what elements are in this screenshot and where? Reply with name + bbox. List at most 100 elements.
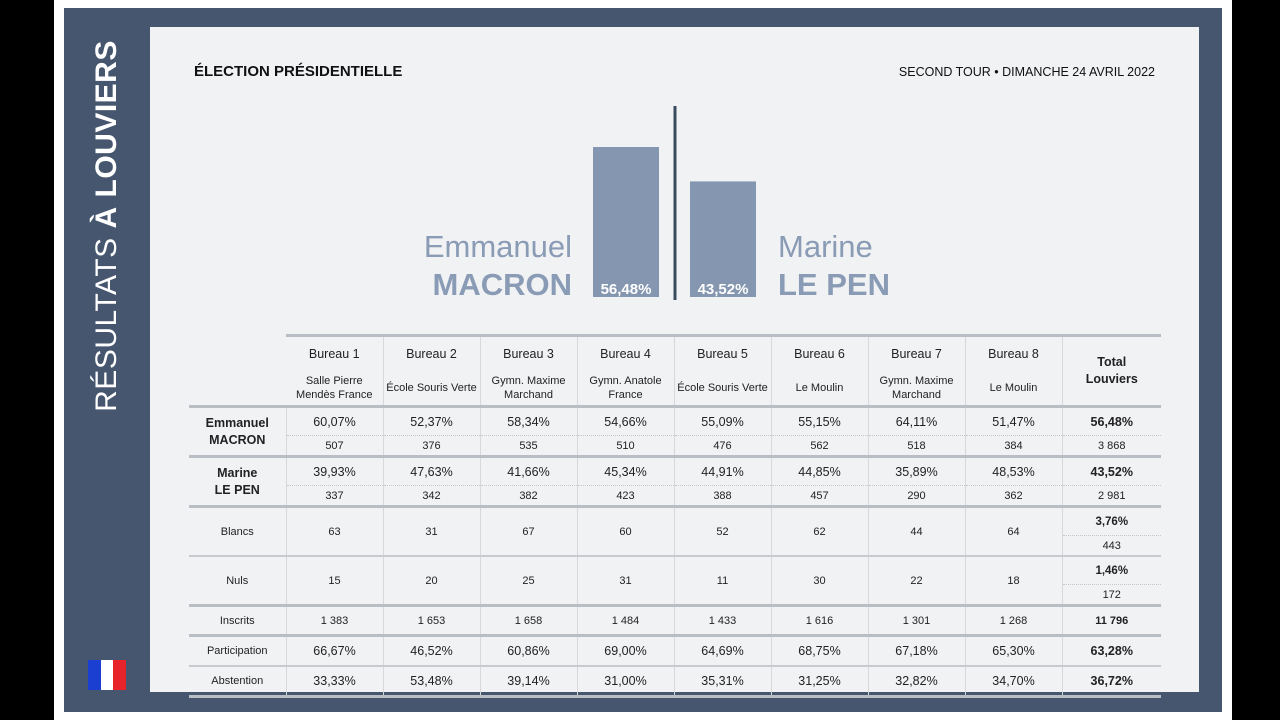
bureau-location: Gymn. Anatole France	[576, 371, 674, 407]
nuls-total-pct: 1,46%	[1061, 555, 1161, 585]
abstention-cell: 35,31%	[673, 665, 771, 698]
abstention-cell: 33,33%	[285, 665, 383, 698]
nuls-cell: 18	[964, 555, 1062, 606]
results-table: Bureau 1 Bureau 2 Bureau 3 Bureau 4 Bureau 5…	[189, 334, 1161, 698]
candidate-right-last: LE PEN	[778, 267, 890, 302]
candidate-right-first: Marine	[778, 229, 873, 264]
macron-count-cell: 518	[867, 435, 965, 457]
flag-stripe-blue	[88, 660, 101, 690]
lepen-count-cell: 290	[867, 485, 965, 507]
inscrits-total: 11 796	[1061, 604, 1161, 636]
macron-count-cell: 562	[770, 435, 868, 457]
macron-pct-cell: 52,37%	[382, 405, 480, 436]
row-label-last: MACRON	[209, 432, 266, 447]
row-label-first: Marine	[217, 465, 258, 480]
macron-total-pct: 56,48%	[1061, 405, 1161, 436]
table-header-row: Bureau 1 Bureau 2 Bureau 3 Bureau 4 Bureau 5…	[189, 334, 1161, 407]
lepen-total-count: 2 981	[1061, 485, 1161, 507]
bureau-location: Gymn. Maxime Marchand	[867, 371, 965, 407]
bureau-name: Bureau 6	[770, 334, 868, 371]
row-nuls-count: 172	[189, 584, 1161, 606]
bureau-name: Bureau 1	[286, 334, 383, 371]
inscrits-cell: 1 653	[382, 604, 480, 636]
nuls-total-count: 172	[1061, 584, 1161, 606]
abstention-cell: 32,82%	[867, 665, 965, 698]
row-blancs-count: 443	[189, 535, 1161, 556]
flag-stripe-red	[113, 660, 127, 690]
side-title: RÉSULTATS À LOUVIERS	[90, 40, 124, 412]
row-label-blancs: Blancs	[189, 505, 286, 556]
blancs-cell: 63	[285, 505, 383, 556]
nuls-cell: 31	[576, 555, 674, 606]
candidate-left-first: Emmanuel	[423, 229, 572, 264]
lepen-count-cell: 388	[673, 485, 771, 507]
total-header: Total Louviers	[1061, 334, 1161, 407]
lepen-pct-cell: 47,63%	[382, 455, 480, 486]
row-lepen-count: 337 342 382 423 388 457 290 362 2 981	[189, 485, 1161, 507]
lepen-count-cell: 457	[770, 485, 868, 507]
macron-pct-cell: 51,47%	[964, 405, 1062, 436]
participation-cell: 66,67%	[285, 634, 383, 666]
macron-pct-cell: 60,07%	[285, 405, 383, 436]
lepen-count-cell: 362	[964, 485, 1062, 507]
bureau-location: Gymn. Maxime Marchand	[479, 371, 577, 407]
macron-pct-cell: 55,09%	[673, 405, 771, 436]
bureau-name: Bureau 5	[673, 334, 771, 371]
blancs-cell: 52	[673, 505, 771, 556]
election-title: ÉLECTION PRÉSIDENTIELLE	[194, 63, 403, 80]
results-bar-chart: 56,48% 43,52%	[593, 106, 756, 300]
row-label-participation: Participation	[189, 634, 286, 666]
lepen-count-cell: 382	[479, 485, 577, 507]
row-label-inscrits: Inscrits	[189, 604, 286, 636]
abstention-cell: 31,25%	[770, 665, 868, 698]
side-title-thin: RÉSULTATS	[90, 228, 123, 412]
abstention-cell: 53,48%	[382, 665, 480, 698]
row-label-macron: Emmanuel MACRON	[189, 405, 286, 457]
inscrits-cell: 1 301	[867, 604, 965, 636]
blancs-cell: 44	[867, 505, 965, 556]
bureau-name: Bureau 2	[382, 334, 480, 371]
nuls-cell: 20	[382, 555, 480, 606]
blancs-cell: 67	[479, 505, 577, 556]
french-flag-icon	[88, 660, 127, 690]
bar-lepen	[690, 181, 756, 297]
bureau-location: Le Moulin	[964, 371, 1062, 407]
participation-cell: 64,69%	[673, 634, 771, 666]
macron-count-cell: 476	[673, 435, 771, 457]
row-blancs: Blancs 63 31 67 60 52 62 44 64 3,76%	[189, 505, 1161, 556]
bureau-location: Le Moulin	[770, 371, 868, 407]
nuls-cell: 25	[479, 555, 577, 606]
macron-pct-cell: 54,66%	[576, 405, 674, 436]
participation-cell: 65,30%	[964, 634, 1062, 666]
blancs-cell: 64	[964, 505, 1062, 556]
participation-total: 63,28%	[1061, 634, 1161, 666]
bar-label-macron: 56,48%	[601, 281, 652, 298]
bureau-location: Salle Pierre Mendès France	[296, 375, 373, 401]
nuls-cell: 30	[770, 555, 868, 606]
nuls-cell: 11	[673, 555, 771, 606]
table-location-row: Salle Pierre Mendès France École Souris V…	[189, 371, 1161, 407]
macron-count-cell: 507	[285, 435, 383, 457]
row-participation: Participation 66,67% 46,52% 60,86% 69,00% 64,…	[189, 634, 1161, 666]
row-lepen-pct: Marine LE PEN 39,93% 47,63% 41,66% 45,34% 44,9…	[189, 455, 1161, 507]
row-label-last: LE PEN	[214, 482, 260, 497]
row-macron-count: 507 376 535 510 476 562 518 384 3 868	[189, 435, 1161, 457]
lepen-pct-cell: 44,91%	[673, 455, 771, 486]
table-corner	[189, 336, 286, 372]
bureau-location: École Souris Verte	[673, 371, 771, 407]
row-label-abstention: Abstention	[189, 665, 286, 698]
blancs-total-pct: 3,76%	[1061, 505, 1161, 536]
blancs-cell: 62	[770, 505, 868, 556]
row-abstention: Abstention 33,33% 53,48% 39,14% 31,00% 35,31%…	[189, 665, 1161, 698]
participation-cell: 69,00%	[576, 634, 674, 666]
bureau-name: Bureau 8	[964, 334, 1062, 371]
bureau-name: Bureau 7	[867, 334, 965, 371]
row-label-nuls: Nuls	[189, 555, 286, 606]
bar-macron	[593, 147, 659, 297]
inscrits-cell: 1 433	[673, 604, 771, 636]
blancs-cell: 31	[382, 505, 480, 556]
abstention-cell: 31,00%	[576, 665, 674, 698]
election-round-date: SECOND TOUR • DIMANCHE 24 AVRIL 2022	[898, 65, 1155, 79]
lepen-count-cell: 342	[382, 485, 480, 507]
blancs-cell: 60	[576, 505, 674, 556]
